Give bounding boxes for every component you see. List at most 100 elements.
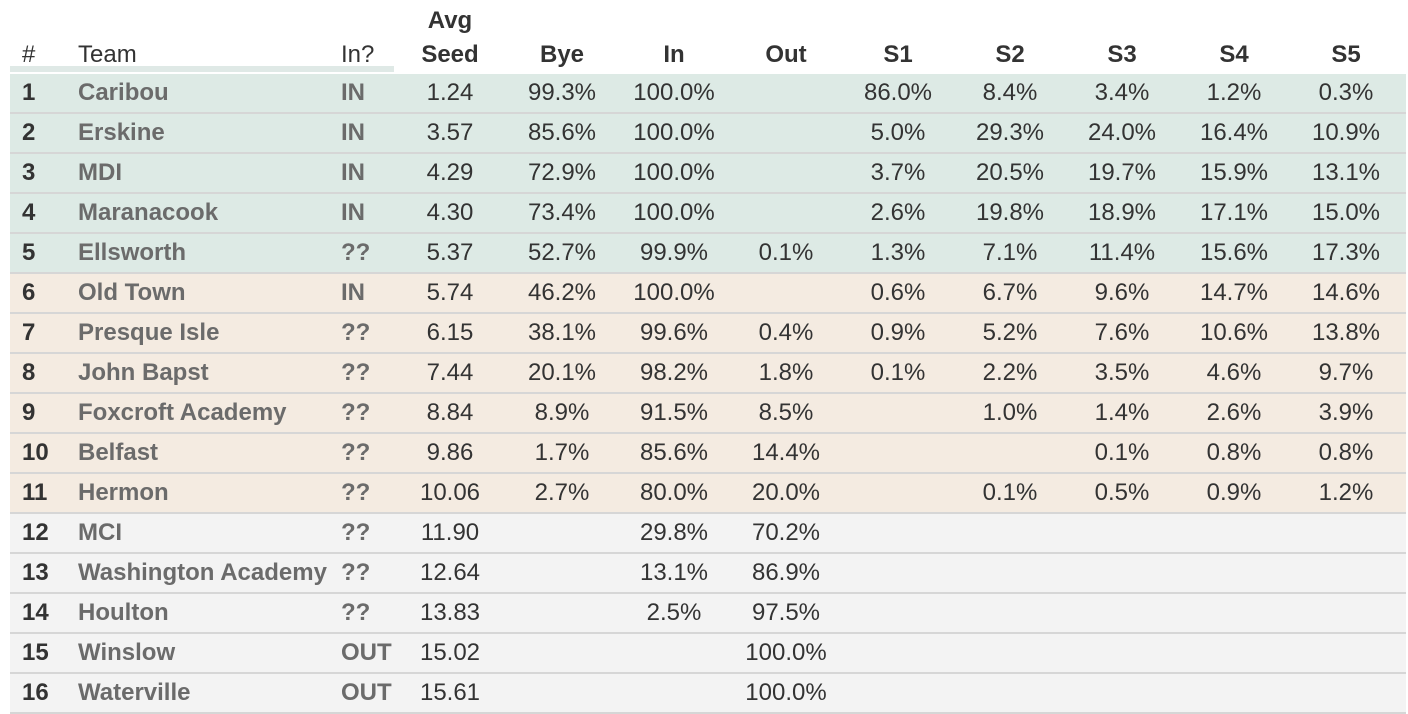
cell-s3 <box>1072 634 1172 672</box>
cell-bye <box>512 634 612 672</box>
cell-in: 2.5% <box>646 599 702 626</box>
cell-rank: 2 <box>22 119 36 146</box>
cell-team: John Bapst <box>78 359 209 386</box>
cell-s5 <box>1296 634 1396 672</box>
table-row: 8 John Bapst?? 7.44 20.1% 98.2% 1.8% 0.1% 2.2% 3… <box>10 354 1406 394</box>
cell-avg-seed: 4.30 <box>426 199 474 226</box>
cell-bye: 38.1% <box>527 319 597 346</box>
cell-out: 0.4% <box>758 319 814 346</box>
header-in-status: In? <box>341 0 401 72</box>
cell-in: 91.5% <box>639 399 709 426</box>
cell-s3: 9.6% <box>1094 279 1150 306</box>
cell-in: 100.0% <box>633 279 715 306</box>
cell-status: ?? <box>341 399 371 426</box>
cell-out: 86.9% <box>751 559 821 586</box>
cell-s5: 0.8% <box>1318 439 1374 466</box>
table-row: 16 Waterville OUT 15.61 100.0% <box>10 674 1406 714</box>
cell-s2 <box>960 594 1060 632</box>
cell-s4: 2.6% <box>1206 399 1262 426</box>
cell-avg-seed: 11.90 <box>420 519 480 546</box>
cell-status: ?? <box>341 319 371 346</box>
cell-bye <box>512 594 612 632</box>
cell-s4: 17.1% <box>1199 199 1269 226</box>
cell-avg-seed: 10.06 <box>419 479 481 506</box>
table-row: 1 Caribou IN 1.24 99.3% 100.0% 86.0% 8.4% 3.4% 1.… <box>10 74 1406 114</box>
cell-rank: 12 <box>22 519 49 546</box>
cell-bye <box>512 514 612 552</box>
cell-avg-seed: 9.86 <box>426 439 474 466</box>
cell-s2: 6.7% <box>982 279 1038 306</box>
header-in-label: In <box>663 41 685 68</box>
cell-rank: 4 <box>22 199 36 226</box>
cell-rank: 14 <box>22 599 49 626</box>
cell-s4: 16.4% <box>1199 119 1269 146</box>
cell-s5: 3.9% <box>1318 399 1374 426</box>
cell-bye: 72.9% <box>527 159 597 186</box>
cell-status: IN <box>341 199 365 226</box>
cell-s3: 3.4% <box>1094 79 1150 106</box>
cell-team: Belfast <box>78 439 159 466</box>
cell-out: 100.0% <box>745 679 827 706</box>
cell-out: 70.2% <box>751 519 821 546</box>
cell-s3: 11.4% <box>1088 239 1156 266</box>
cell-s2: 2.2% <box>982 359 1038 386</box>
header-s1-label: S1 <box>883 41 913 68</box>
cell-s5: 10.9% <box>1311 119 1381 146</box>
header-s2: S2 <box>960 0 1060 72</box>
cell-status: IN <box>341 119 365 146</box>
cell-avg-seed: 15.61 <box>419 679 481 706</box>
header-avg-seed-line2: Seed <box>421 41 479 68</box>
cell-s2: 5.2% <box>982 319 1038 346</box>
cell-in <box>624 634 724 672</box>
cell-s4: 15.9% <box>1199 159 1269 186</box>
table-row: 6 Old Town IN 5.74 46.2% 100.0% 0.6% 6.7% 9.6% 14… <box>10 274 1406 314</box>
table-row: 12 MCI?? 11.90 29.8% 70.2% <box>10 514 1406 554</box>
cell-s4 <box>1184 514 1284 552</box>
table-row: 11 Hermon?? 10.06 2.7% 80.0% 20.0% 0.1% 0.5% 0.9… <box>10 474 1406 514</box>
cell-bye: 99.3% <box>527 79 597 106</box>
cell-team: Old Town <box>78 279 186 306</box>
cell-bye: 73.4% <box>527 199 597 226</box>
cell-s5: 13.1% <box>1311 159 1381 186</box>
cell-team: Foxcroft Academy <box>78 399 287 426</box>
cell-bye <box>512 674 612 712</box>
cell-team: MCI <box>78 519 122 546</box>
table-row: 13 Washington Academy?? 12.64 13.1% 86.9% <box>10 554 1406 594</box>
cell-rank: 11 <box>22 479 48 506</box>
cell-rank: 5 <box>22 239 36 266</box>
cell-status: ?? <box>341 439 371 466</box>
cell-s3: 19.7% <box>1087 159 1157 186</box>
cell-s5: 0.3% <box>1318 79 1374 106</box>
header-avg-seed: Avg Seed <box>405 0 495 72</box>
cell-status: IN <box>341 79 365 106</box>
cell-avg-seed: 12.64 <box>419 559 481 586</box>
cell-rank: 13 <box>22 559 49 586</box>
cell-s5: 9.7% <box>1318 359 1374 386</box>
cell-s4: 14.7% <box>1199 279 1269 306</box>
cell-avg-seed: 3.57 <box>426 119 474 146</box>
cell-s1: 3.7% <box>870 159 926 186</box>
cell-s1: 0.1% <box>870 359 926 386</box>
cell-rank: 6 <box>22 279 36 306</box>
cell-rank: 7 <box>22 319 36 346</box>
header-bye: Bye <box>512 0 612 72</box>
cell-s1 <box>848 634 948 672</box>
header-in-status-label: In? <box>341 41 375 68</box>
cell-in: 100.0% <box>633 199 715 226</box>
cell-out: 100.0% <box>745 639 827 666</box>
cell-in: 85.6% <box>639 439 709 466</box>
cell-rank: 16 <box>22 679 49 706</box>
cell-s3: 18.9% <box>1087 199 1157 226</box>
cell-s2 <box>960 554 1060 592</box>
cell-bye: 85.6% <box>527 119 597 146</box>
cell-team: Ellsworth <box>78 239 187 266</box>
cell-s4: 1.2% <box>1206 79 1262 106</box>
cell-out: 14.4% <box>751 439 821 466</box>
cell-out: 97.5% <box>751 599 821 626</box>
cell-rank: 1 <box>22 79 36 106</box>
table-header: # Team In? Avg Seed Bye In Out S1 S2 S3 <box>0 0 1408 72</box>
table-row: 9 Foxcroft Academy?? 8.84 8.9% 91.5% 8.5% 1.0%… <box>10 394 1406 434</box>
cell-s1: 0.9% <box>870 319 926 346</box>
table-row: 10 Belfast?? 9.86 1.7% 85.6% 14.4% 0.1% 0.8% 0.8… <box>10 434 1406 474</box>
